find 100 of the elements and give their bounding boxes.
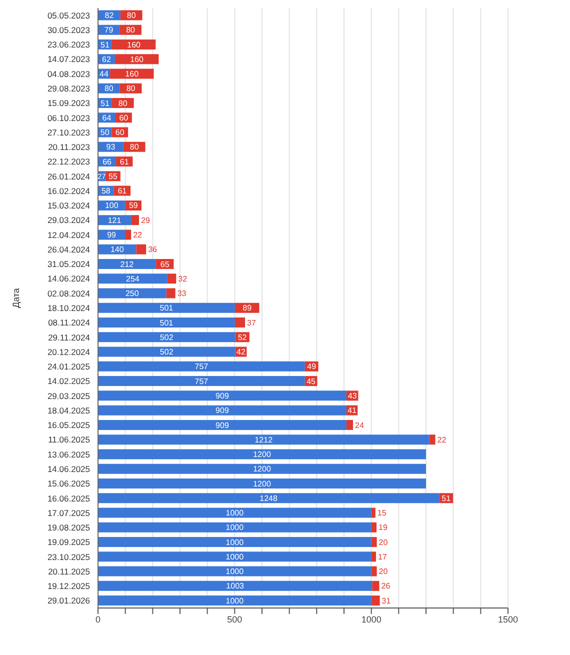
bar [98, 390, 346, 401]
bar [371, 508, 376, 518]
data-label: 80 [126, 26, 136, 35]
y-tick-label: 17.07.2025 [47, 508, 90, 518]
data-label: 22 [437, 435, 447, 444]
data-label: 1000 [226, 552, 244, 562]
bar [98, 508, 372, 518]
bar [98, 580, 372, 591]
y-tick-label: 26.01.2024 [47, 171, 90, 182]
y-tick-label: 16.06.2025 [47, 493, 90, 504]
y-tick-label: 24.01.2025 [47, 362, 90, 372]
data-label: 254 [126, 274, 140, 284]
bar [98, 596, 372, 606]
bar [98, 464, 426, 474]
y-tick-label: 16.02.2024 [47, 186, 90, 196]
data-label: 44 [100, 70, 110, 79]
bar [166, 288, 176, 298]
bar [371, 552, 376, 562]
data-label: 250 [125, 289, 140, 298]
data-label: 59 [128, 201, 138, 210]
y-tick-label: 20.12.2024 [47, 346, 90, 357]
data-label: 1000 [226, 538, 244, 547]
bar [98, 405, 346, 416]
y-tick-label: 16.05.2025 [47, 420, 90, 430]
data-label: 58 [101, 186, 111, 196]
y-tick-label: 15.06.2025 [47, 478, 90, 489]
y-tick-label: 30.05.2023 [47, 24, 90, 35]
data-label: 80 [130, 142, 140, 152]
y-tick-label: 20.11.2023 [48, 142, 90, 152]
bar [372, 580, 380, 591]
data-label: 51 [100, 98, 110, 108]
data-label: 29 [141, 216, 150, 225]
data-label: 19 [378, 523, 388, 532]
x-tick-label: 1500 [498, 614, 518, 624]
y-tick-label: 02.08.2024 [47, 288, 90, 298]
data-label: 501 [160, 304, 174, 313]
bar [98, 478, 426, 488]
y-tick-label: 15.03.2024 [47, 200, 90, 211]
data-label: 20 [378, 538, 388, 547]
data-label: 45 [306, 376, 316, 386]
data-label: 80 [118, 98, 128, 108]
data-label: 41 [348, 406, 358, 416]
bar [98, 493, 440, 504]
data-label: 61 [118, 186, 128, 196]
data-label: 1212 [254, 435, 274, 444]
bar [371, 596, 380, 606]
data-label: 1000 [226, 567, 244, 576]
data-label: 33 [177, 289, 187, 298]
y-tick-label: 19.08.2025 [47, 522, 90, 533]
bar [234, 318, 246, 328]
bar [371, 566, 377, 576]
bar [167, 274, 176, 284]
data-label: 51 [442, 494, 452, 503]
bar [346, 420, 354, 430]
data-label: 1000 [226, 523, 244, 532]
data-label: 61 [120, 157, 130, 166]
data-label: 160 [130, 54, 144, 64]
y-axis-title: Дата [11, 288, 22, 308]
data-label: 757 [194, 362, 209, 372]
data-label: 160 [125, 70, 140, 79]
y-tick-label: 05.05.2023 [47, 10, 90, 20]
bar [98, 537, 372, 548]
data-label: 49 [307, 362, 317, 372]
x-tick-label: 500 [227, 614, 242, 624]
data-label: 62 [102, 54, 112, 64]
data-label: 22 [133, 230, 143, 240]
data-label: 15 [377, 508, 387, 518]
y-tick-label: 04.08.2023 [47, 68, 90, 79]
data-label: 20 [378, 567, 388, 576]
data-label: 1000 [226, 596, 244, 606]
data-label: 1003 [226, 582, 245, 591]
y-tick-label: 06.10.2023 [47, 112, 90, 123]
y-tick-label: 19.09.2025 [47, 537, 90, 548]
x-tick-label: 0 [95, 614, 101, 624]
data-label: 82 [104, 10, 114, 20]
y-tick-label: 18.10.2024 [47, 303, 90, 314]
data-label: 212 [120, 260, 134, 269]
data-label: 757 [194, 376, 209, 386]
y-tick-label: 08.11.2024 [48, 318, 90, 328]
y-tick-label: 14.06.2025 [47, 464, 90, 474]
data-label: 160 [127, 40, 142, 50]
y-tick-label: 11.06.2025 [48, 434, 90, 445]
data-label: 31 [382, 596, 392, 606]
bar [98, 552, 372, 562]
y-tick-label: 14.02.2025 [47, 376, 90, 386]
y-tick-label: 12.04.2024 [47, 230, 90, 240]
y-tick-label: 29.08.2023 [47, 84, 90, 94]
data-label: 65 [160, 260, 170, 269]
data-label: 26 [381, 582, 391, 591]
data-label: 1000 [226, 508, 244, 518]
data-label: 50 [100, 128, 110, 138]
y-tick-label: 23.10.2025 [47, 552, 90, 562]
bar [98, 258, 156, 269]
data-label: 32 [178, 274, 188, 284]
bar [98, 376, 305, 386]
data-label: 60 [115, 128, 125, 138]
data-label: 80 [104, 84, 114, 94]
data-label: 1248 [260, 494, 278, 503]
data-label: 55 [108, 172, 118, 181]
bar [110, 68, 154, 79]
